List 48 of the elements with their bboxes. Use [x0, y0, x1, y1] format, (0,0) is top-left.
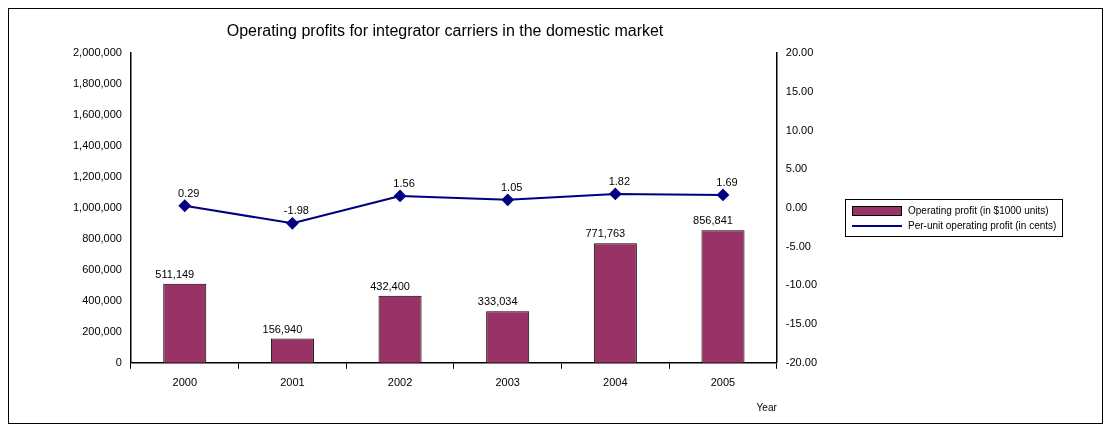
point [609, 187, 622, 200]
y-tick-label: 400,000 [82, 293, 122, 306]
point [501, 193, 514, 206]
data-label: 0.29 [178, 186, 200, 199]
legend-label: Per-unit operating profit (in cents) [908, 220, 1057, 231]
data-label: 1.05 [500, 180, 523, 193]
x-axis-title: Year [756, 401, 778, 413]
y2-tick-label: -10.00 [785, 278, 818, 291]
point [286, 217, 299, 230]
point [178, 199, 191, 212]
x-tick-label: 2003 [495, 376, 520, 389]
x-tick-label: 2000 [172, 376, 197, 389]
y2-tick-label: -15.00 [785, 317, 818, 330]
data-label: 1.82 [608, 174, 631, 187]
y2-tick-label: 20.00 [785, 46, 814, 59]
data-label: 333,034 [477, 295, 518, 308]
y-tick-label: 600,000 [82, 262, 122, 275]
data-label: 1.56 [393, 176, 415, 189]
x-tick-label: 2004 [603, 376, 628, 389]
point [716, 188, 729, 201]
y2-tick-label: -5.00 [785, 239, 811, 252]
y-tick-label: 200,000 [82, 324, 122, 337]
y-tick-label: 1,000,000 [73, 201, 122, 214]
data-label: -1.98 [283, 204, 309, 217]
legend-label: Operating profit (in $1000 units) [908, 205, 1049, 216]
data-label: 1.69 [716, 175, 738, 188]
y-tick-label: 1,200,000 [73, 170, 122, 183]
data-label: 511,149 [155, 267, 195, 280]
data-label: 856,841 [693, 214, 733, 227]
y-tick-label: 1,400,000 [73, 139, 122, 152]
data-label: 771,763 [585, 227, 626, 240]
data-label: 432,400 [370, 279, 410, 292]
chart-title: Operating profits for integrator carriers in the domestic market [226, 22, 664, 40]
x-tick-label: 2002 [387, 376, 413, 389]
y-tick-label: 1,800,000 [73, 77, 122, 90]
y2-tick-label: 10.00 [785, 123, 814, 136]
y2-tick-label: 15.00 [785, 84, 814, 97]
point [394, 189, 407, 202]
x-tick-label: 2001 [280, 376, 305, 389]
y-tick-label: 1,600,000 [73, 108, 122, 121]
data-label: 156,940 [262, 322, 303, 335]
y-tick-label: 2,000,000 [73, 46, 122, 59]
y2-tick-label: -20.00 [785, 355, 818, 368]
y-tick-label: 800,000 [82, 231, 122, 244]
y2-tick-label: 5.00 [785, 162, 808, 175]
y2-tick-label: 0.00 [785, 201, 808, 214]
y-tick-label: 0 [115, 355, 122, 368]
x-tick-label: 2005 [710, 376, 736, 389]
